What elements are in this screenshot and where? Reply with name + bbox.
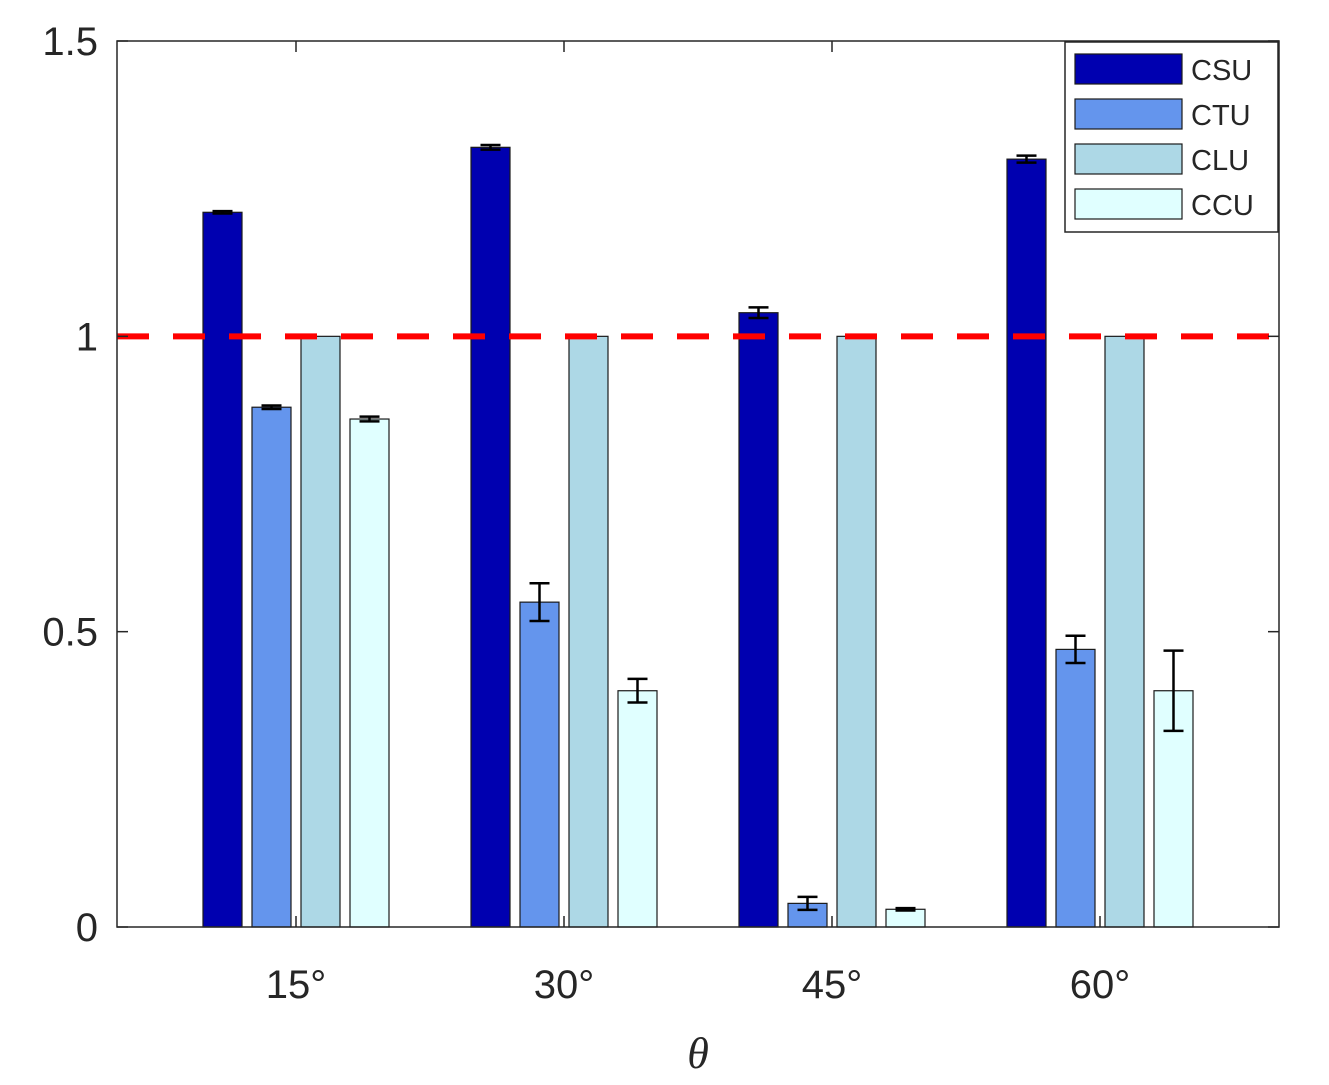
y-tick-labels: 0 0.5 1 1.5 — [42, 20, 98, 950]
bar-ccu-1 — [349, 418, 390, 928]
bar-csu-1 — [202, 211, 243, 928]
error-bars-layer — [212, 143, 1184, 912]
legend-swatch-csu — [1074, 53, 1183, 85]
legend-label-clu: CLU — [1191, 145, 1249, 177]
bar-ctu-1 — [251, 406, 292, 928]
bar-ccu-2 — [617, 690, 658, 928]
bars-layer — [202, 146, 1194, 928]
legend-swatch-ctu — [1074, 98, 1183, 130]
bar-clu-4 — [1104, 335, 1145, 928]
axes-box — [116, 40, 1280, 928]
x-axis-title: θ — [687, 1029, 709, 1078]
legend-label-ctu: CTU — [1191, 100, 1251, 132]
bar-ctu-2 — [519, 601, 560, 928]
x-tick-label: 30° — [534, 963, 595, 1007]
legend-label-csu: CSU — [1191, 55, 1252, 87]
x-tick-labels: 15° 30° 45° 60° — [266, 963, 1131, 1007]
x-tick-label: 60° — [1070, 963, 1131, 1007]
y-tick-label: 0.5 — [42, 611, 98, 655]
bar-csu-3 — [738, 312, 779, 928]
x-tick-label: 15° — [266, 963, 327, 1007]
x-tick-label: 45° — [802, 963, 863, 1007]
legend-swatch-ccu — [1074, 188, 1183, 220]
bar-clu-3 — [836, 335, 877, 928]
bar-clu-1 — [300, 335, 341, 928]
y-tick-label: 1 — [76, 315, 98, 359]
bar-clu-2 — [568, 335, 609, 928]
bar-csu-2 — [470, 146, 511, 928]
legend: CSU CTU CLU CCU — [1064, 41, 1279, 233]
bar-ctu-4 — [1055, 648, 1096, 928]
bar-csu-4 — [1006, 158, 1047, 928]
legend-swatch-clu — [1074, 143, 1183, 175]
legend-label-ccu: CCU — [1191, 190, 1254, 222]
y-tick-label: 1.5 — [42, 20, 98, 64]
y-tick-label: 0 — [76, 906, 98, 950]
bar-ccu-3 — [885, 908, 926, 928]
